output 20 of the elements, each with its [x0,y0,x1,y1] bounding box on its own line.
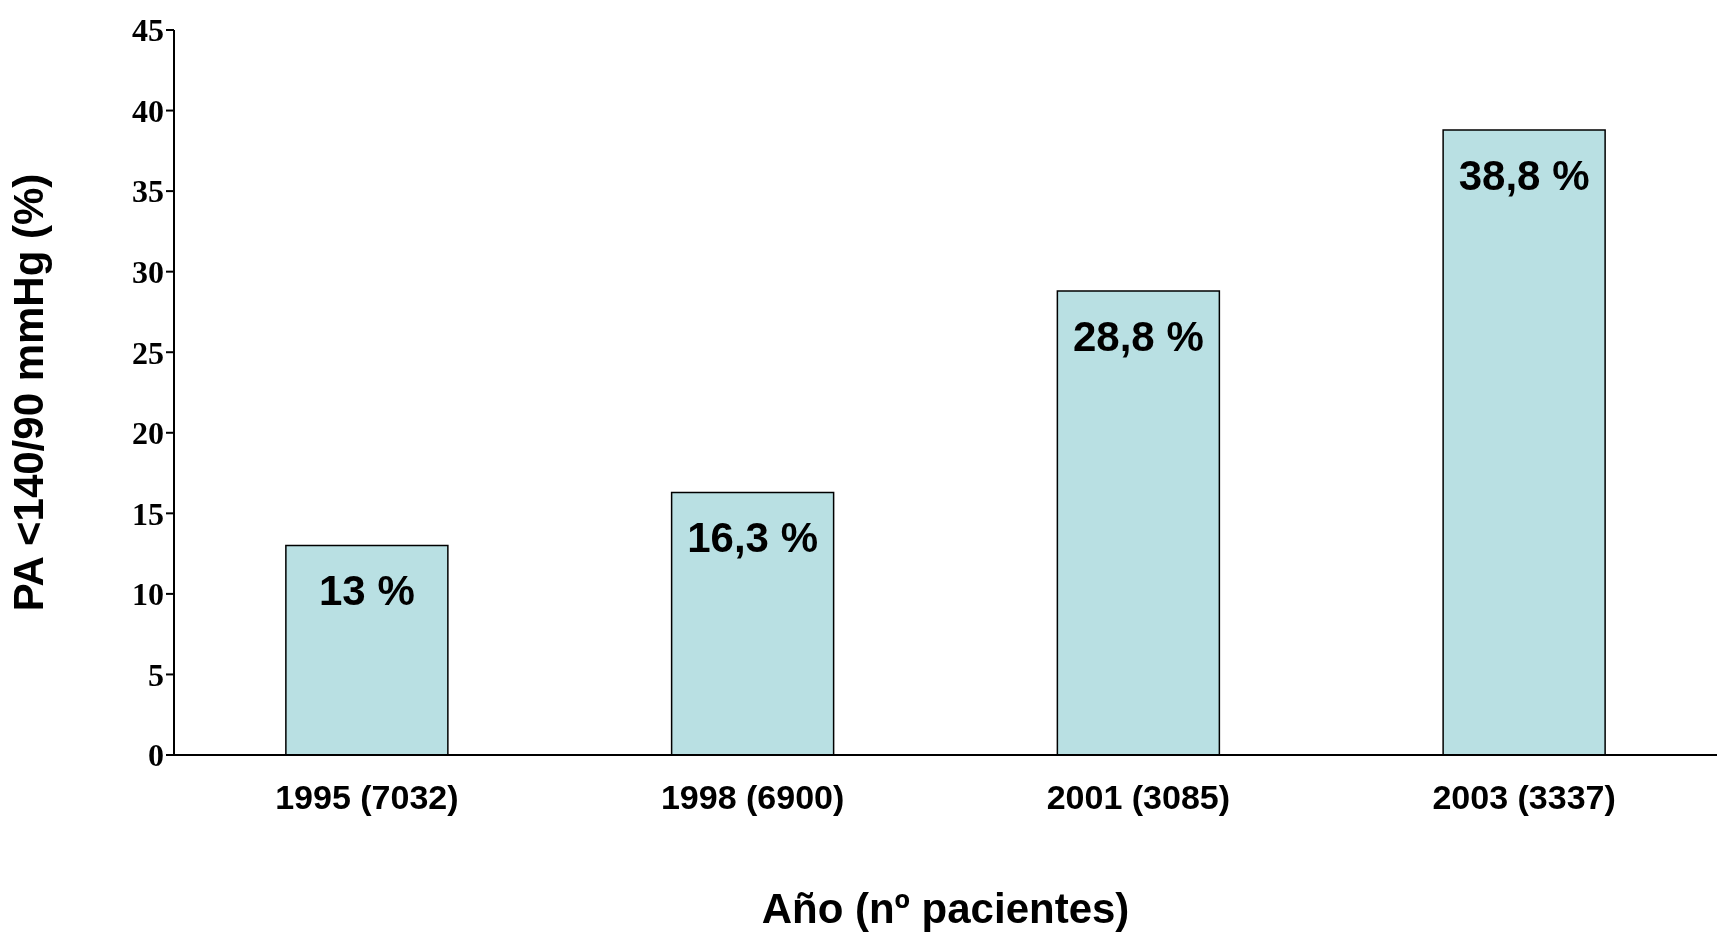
y-tick-label: 0 [148,737,164,774]
y-tick-label: 30 [132,254,164,291]
x-axis-title: Año (nº pacientes) [761,885,1130,932]
y-tick-label: 25 [132,334,164,371]
data-label: 28,8 % [1072,312,1204,360]
y-tick-label: 10 [132,576,164,613]
x-tick-label: 1998 (6900) [660,778,845,817]
y-tick-label: 35 [132,173,164,210]
x-tick-label: 2003 (3337) [1432,778,1616,817]
data-label: 13 % [319,567,415,615]
x-tick-label: 1995 (7032) [275,778,459,817]
x-tick-label: 2001 (3085) [1046,778,1231,817]
y-tick-label: 45 [132,12,164,49]
y-axis-title: PA <140/90 mmHg (%) [4,173,52,612]
y-tick-label: 40 [132,92,164,129]
y-tick-label: 5 [148,656,164,693]
y-tick-label: 15 [132,495,164,532]
y-tick-label: 20 [132,415,164,452]
data-label: 16,3 % [687,514,818,562]
data-label: 38,8 % [1458,151,1590,199]
